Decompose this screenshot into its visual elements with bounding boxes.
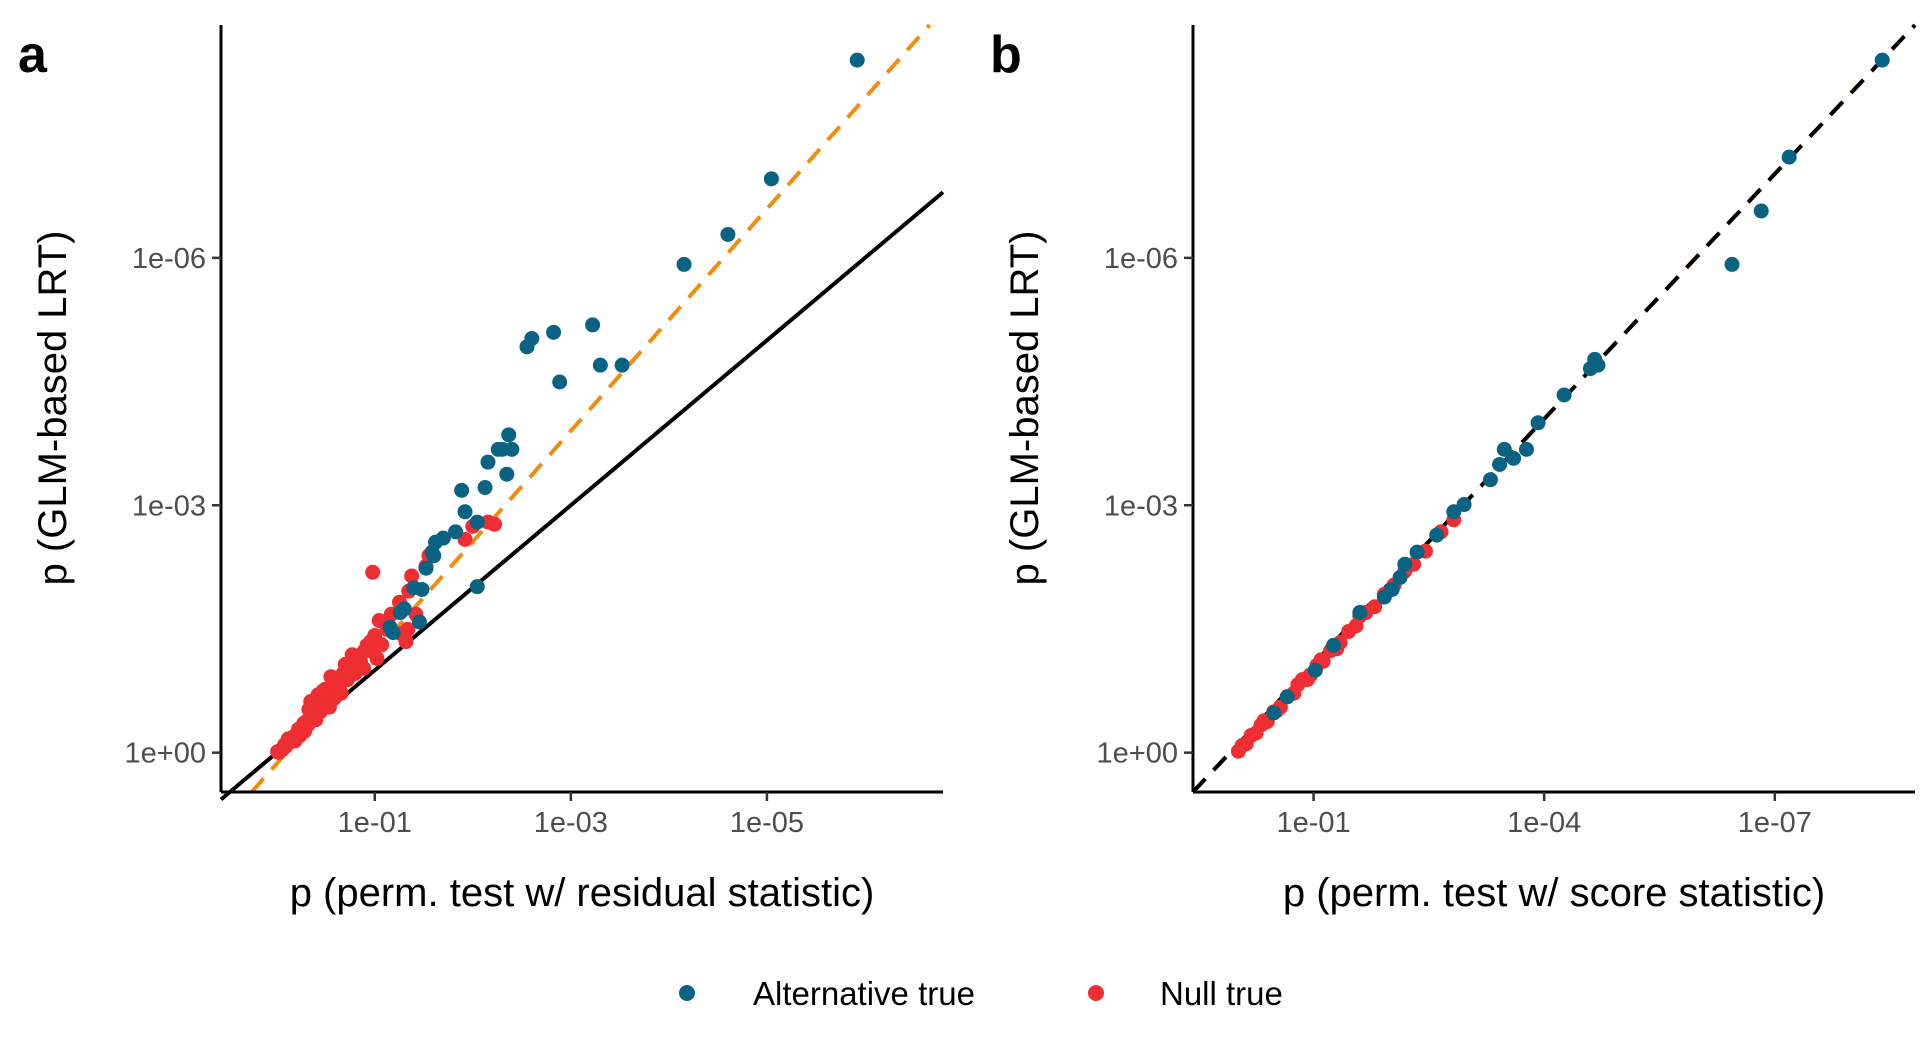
panel-a-point-alternative-true — [552, 374, 568, 390]
panel-a-x-ticks: 1e-01 1e-03 1e-05 — [338, 792, 804, 839]
panel-b-x-tick-label: 1e-04 — [1507, 807, 1581, 839]
panel-a-point-null-true — [277, 737, 293, 753]
panel-a-point-alternative-true — [418, 560, 434, 576]
panel-a-point-alternative-true — [519, 339, 535, 355]
panel-b-x-tick-label: 1e-01 — [1276, 807, 1350, 839]
panel-a-point-null-true — [301, 702, 317, 718]
panel-a-point-alternative-true — [849, 52, 865, 68]
panel-a-point-null-true — [365, 564, 381, 580]
panel-a-point-alternative-true — [385, 625, 401, 641]
panel-a-point-null-true — [296, 715, 312, 731]
panel-a-point-alternative-true — [676, 256, 692, 272]
panel-a-point-alternative-true — [411, 614, 427, 630]
panel-a-x-tick-label: 1e-05 — [730, 807, 804, 839]
panel-a-x-axis-title: p (perm. test w/ residual statistic) — [290, 871, 875, 915]
panel-b-point-alternative-true — [1326, 637, 1342, 653]
panel-a-y-tick-label: 1e-06 — [132, 243, 206, 275]
panel-b-point-alternative-true — [1492, 456, 1508, 472]
panel-b-point-alternative-true — [1582, 361, 1598, 377]
panel-a-point-alternative-true — [763, 171, 779, 187]
panel-b-x-axis-title: p (perm. test w/ score statistic) — [1283, 871, 1825, 915]
panel-a-x-tick-label: 1e-03 — [534, 807, 608, 839]
panel-b-point-alternative-true — [1518, 441, 1534, 457]
panel-b-point-alternative-true — [1446, 504, 1462, 520]
panel-a-y-ticks: 1e+00 1e-03 1e-06 — [125, 243, 221, 770]
panel-b-point-null-true — [1341, 624, 1357, 640]
panel-a-point-alternative-true — [480, 454, 496, 470]
panel-b-point-alternative-true — [1482, 472, 1498, 488]
legend-label-null-true: Null true — [1160, 975, 1283, 1012]
panel-b-point-alternative-true — [1352, 605, 1368, 621]
panel-b-point-alternative-true — [1753, 203, 1769, 219]
panel-a-point-null-true — [487, 516, 503, 532]
panel-b-y-ticks: 1e+00 1e-03 1e-06 — [1097, 243, 1193, 770]
panel-b-y-axis-title: p (GLM-based LRT) — [1003, 231, 1047, 586]
panel-b-point-alternative-true — [1307, 662, 1323, 678]
legend: Alternative true Null true — [679, 975, 1283, 1012]
panel-a-point-alternative-true — [454, 482, 470, 498]
panel-a-point-alternative-true — [592, 357, 608, 373]
panel-b-y-tick-label: 1e-03 — [1104, 490, 1178, 522]
panel-a-point-alternative-true — [396, 601, 412, 617]
panel-a-point-null-true — [363, 643, 379, 659]
panel-a-x-tick-label: 1e-01 — [338, 807, 412, 839]
panel-a: a 1e-01 1e-03 1e-05 1e+00 1e-03 1e-06 p (per… — [18, 23, 945, 915]
panel-a-fit-line — [250, 23, 931, 794]
legend-swatch-alternative-true — [679, 985, 695, 1001]
panel-b-x-ticks: 1e-01 1e-04 1e-07 — [1276, 792, 1812, 839]
panel-a-point-alternative-true — [477, 480, 493, 496]
panel-a-point-null-true — [398, 634, 414, 650]
panel-b-point-alternative-true — [1874, 52, 1890, 68]
panel-b-point-alternative-true — [1781, 149, 1797, 165]
panel-b-point-alternative-true — [1392, 569, 1408, 585]
panel-a-point-alternative-true — [720, 226, 736, 242]
panel-b-y-tick-label: 1e-06 — [1104, 243, 1178, 275]
panel-a-tag: a — [18, 26, 48, 84]
panel-a-point-alternative-true — [457, 504, 473, 520]
panel-b-point-alternative-true — [1409, 544, 1425, 560]
panel-b: b 1e-01 1e-04 1e-07 1e+00 1e-03 1e-06 p (per… — [990, 23, 1917, 915]
legend-swatch-null-true — [1088, 985, 1104, 1001]
panel-a-point-alternative-true — [585, 317, 601, 333]
panel-b-point-alternative-true — [1279, 689, 1295, 705]
panel-b-y-tick-label: 1e+00 — [1097, 738, 1178, 770]
panel-a-point-null-true — [328, 687, 344, 703]
panel-a-point-alternative-true — [546, 324, 562, 340]
legend-label-alternative-true: Alternative true — [753, 975, 975, 1012]
panel-a-point-alternative-true — [614, 357, 630, 373]
panel-b-point-alternative-true — [1376, 589, 1392, 605]
panel-b-point-alternative-true — [1429, 527, 1445, 543]
panel-a-y-tick-label: 1e-03 — [132, 490, 206, 522]
panel-a-point-alternative-true — [448, 524, 464, 540]
panel-b-tag: b — [990, 26, 1022, 84]
panel-a-point-alternative-true — [469, 579, 485, 595]
panel-b-point-alternative-true — [1506, 450, 1522, 466]
panel-b-point-alternative-true — [1397, 556, 1413, 572]
panel-a-point-null-true — [347, 666, 363, 682]
panel-a-points — [270, 52, 865, 760]
panel-a-y-tick-label: 1e+00 — [125, 738, 206, 770]
panel-b-point-alternative-true — [1530, 415, 1546, 431]
panel-b-point-null-true — [1230, 743, 1246, 759]
panel-a-point-alternative-true — [469, 514, 485, 530]
panel-a-point-alternative-true — [490, 441, 506, 457]
panel-b-point-null-true — [1290, 677, 1306, 693]
panel-a-point-null-true — [404, 568, 420, 584]
panel-b-point-alternative-true — [1496, 441, 1512, 457]
panel-b-x-tick-label: 1e-07 — [1738, 807, 1812, 839]
panel-b-point-alternative-true — [1266, 705, 1282, 721]
panel-b-points — [1230, 52, 1890, 759]
panel-a-point-alternative-true — [501, 427, 517, 443]
panel-b-point-alternative-true — [1556, 387, 1572, 403]
panel-a-point-null-true — [315, 683, 331, 699]
panel-a-point-alternative-true — [414, 581, 430, 597]
panel-a-point-null-true — [319, 698, 335, 714]
panel-a-point-alternative-true — [426, 548, 442, 564]
panel-b-point-alternative-true — [1724, 256, 1740, 272]
panel-a-y-axis-title: p (GLM-based LRT) — [31, 231, 75, 586]
panel-a-point-alternative-true — [499, 466, 515, 482]
panel-a-point-null-true — [352, 653, 368, 669]
